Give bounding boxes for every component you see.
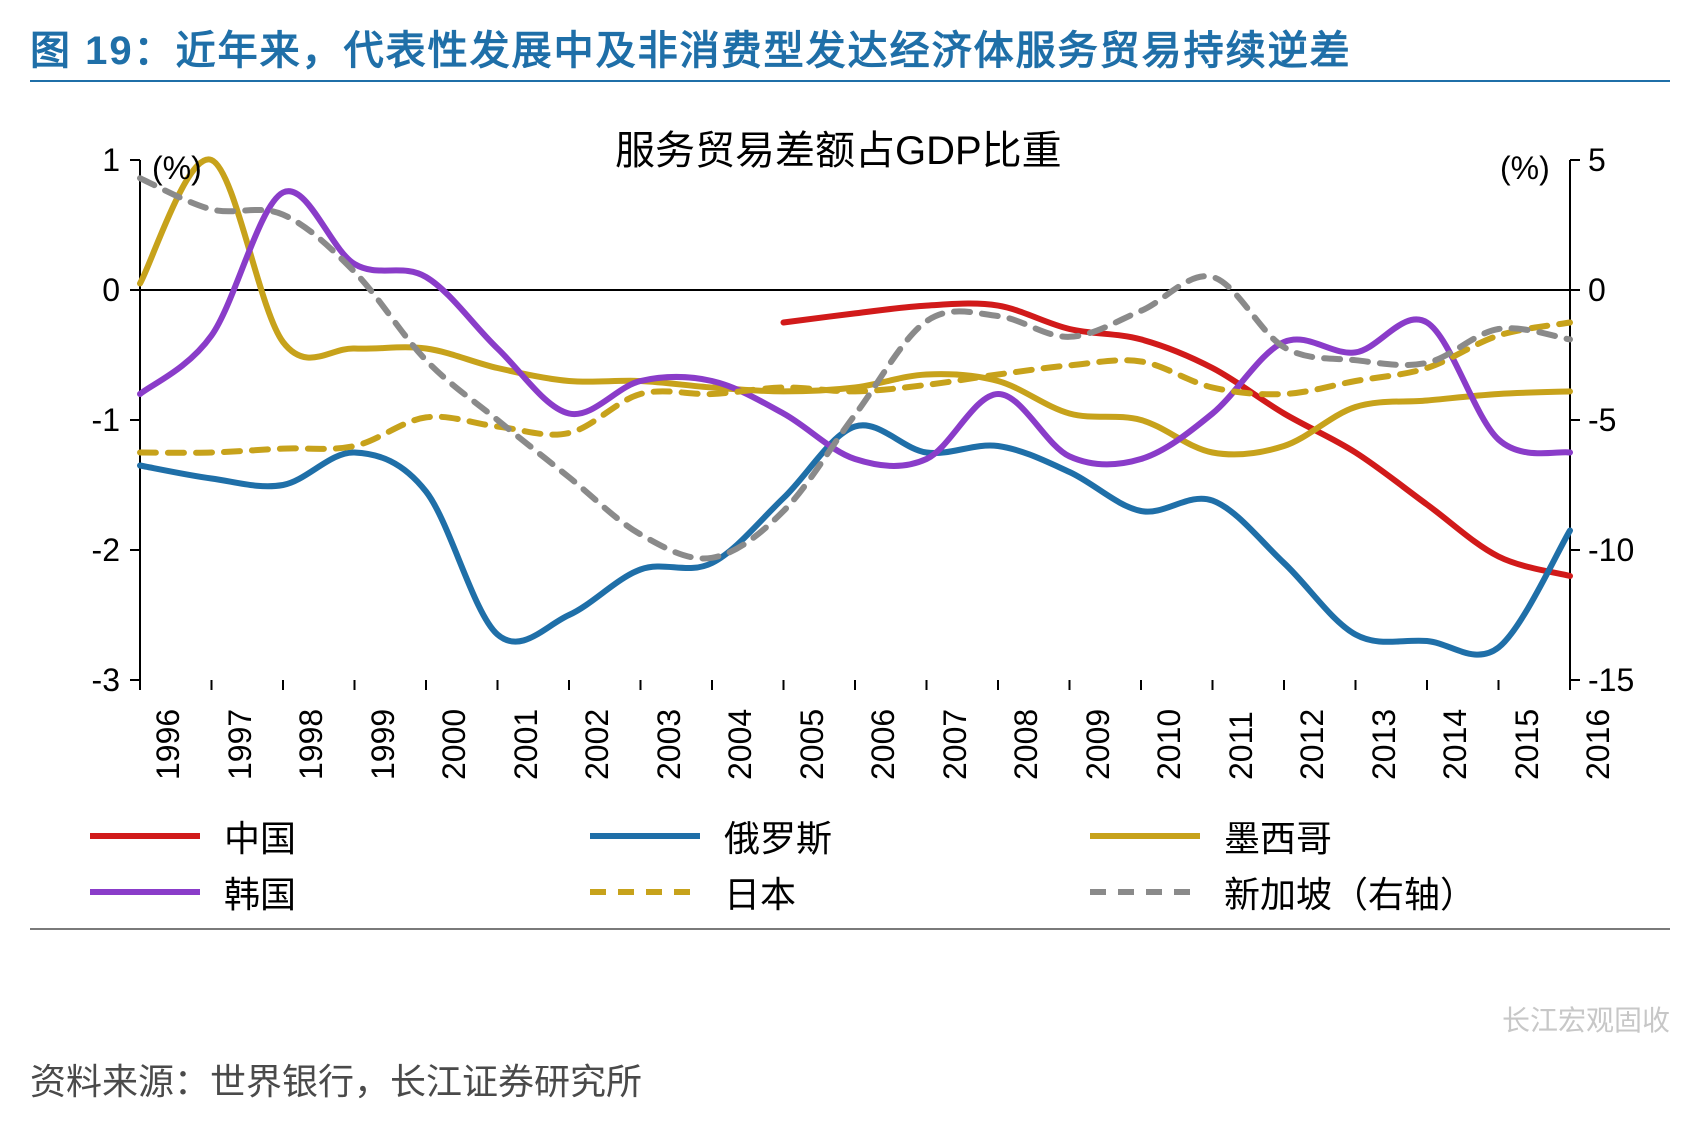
legend-item: 墨西哥 — [1090, 810, 1332, 862]
legend-swatch — [1090, 889, 1200, 895]
figure-container: 图 19：近年来，代表性发展中及非消费型发达经济体服务贸易持续逆差 服务贸易差额… — [0, 0, 1700, 1129]
series-新加坡（右轴） — [140, 178, 1570, 558]
legend-label: 中国 — [224, 810, 296, 862]
x-tick: 2007 — [937, 709, 974, 780]
legend-label: 俄罗斯 — [724, 810, 832, 862]
watermark: 长江宏观固收 — [1502, 999, 1670, 1039]
x-tick: 2011 — [1223, 711, 1260, 780]
x-tick: 1998 — [293, 709, 330, 780]
legend-item: 俄罗斯 — [590, 810, 832, 862]
legend-label: 墨西哥 — [1224, 810, 1332, 862]
legend-item: 新加坡（右轴） — [1090, 866, 1476, 918]
x-tick: 2009 — [1080, 709, 1117, 780]
x-tick: 2008 — [1008, 709, 1045, 780]
x-tick: 2000 — [436, 709, 473, 780]
x-tick: 2001 — [508, 709, 545, 780]
x-tick: 2012 — [1294, 709, 1331, 780]
legend-label: 日本 — [724, 866, 796, 918]
series-墨西哥 — [140, 159, 1570, 454]
x-tick: 1999 — [365, 709, 402, 780]
x-tick: 2004 — [722, 709, 759, 780]
x-tick: 2014 — [1437, 709, 1474, 780]
legend-swatch — [90, 833, 200, 839]
legend-swatch — [590, 889, 700, 895]
y-right-tick: -10 — [1588, 532, 1658, 569]
legend-item: 日本 — [590, 866, 796, 918]
x-tick: 2006 — [865, 709, 902, 780]
legend-label: 新加坡（右轴） — [1224, 866, 1476, 918]
legend-underline — [30, 928, 1670, 930]
x-tick: 2015 — [1509, 709, 1546, 780]
legend-item: 中国 — [90, 810, 296, 862]
title-underline — [30, 80, 1670, 82]
legend-label: 韩国 — [224, 866, 296, 918]
y-right-tick: -15 — [1588, 662, 1658, 699]
y-left-tick: 0 — [50, 272, 120, 309]
x-tick: 2003 — [651, 709, 688, 780]
y-left-tick: -3 — [50, 662, 120, 699]
y-left-tick: -1 — [50, 402, 120, 439]
figure-title: 图 19：近年来，代表性发展中及非消费型发达经济体服务贸易持续逆差 — [30, 18, 1352, 76]
y-right-tick: 5 — [1588, 142, 1658, 179]
y-left-tick: -2 — [50, 532, 120, 569]
x-tick: 1997 — [222, 709, 259, 780]
x-tick: 2016 — [1580, 709, 1617, 780]
right-axis-unit: (%) — [1500, 150, 1550, 187]
x-tick: 1996 — [150, 709, 187, 780]
source-text: 资料来源：世界银行，长江证券研究所 — [30, 1053, 642, 1105]
x-tick: 2010 — [1151, 709, 1188, 780]
legend: 中国 俄罗斯 墨西哥韩国 日本 新加坡（右轴） — [30, 810, 1670, 930]
y-right-tick: 0 — [1588, 272, 1658, 309]
y-right-tick: -5 — [1588, 402, 1658, 439]
chart-area: 服务贸易差额占GDP比重 10-1-2-350-5-10-15199619971… — [30, 100, 1670, 980]
legend-swatch — [590, 833, 700, 839]
x-tick: 2013 — [1366, 709, 1403, 780]
x-tick: 2005 — [794, 709, 831, 780]
legend-item: 韩国 — [90, 866, 296, 918]
legend-swatch — [1090, 833, 1200, 839]
y-left-tick: 1 — [50, 142, 120, 179]
x-tick: 2002 — [579, 709, 616, 780]
left-axis-unit: (%) — [152, 150, 202, 187]
legend-swatch — [90, 889, 200, 895]
